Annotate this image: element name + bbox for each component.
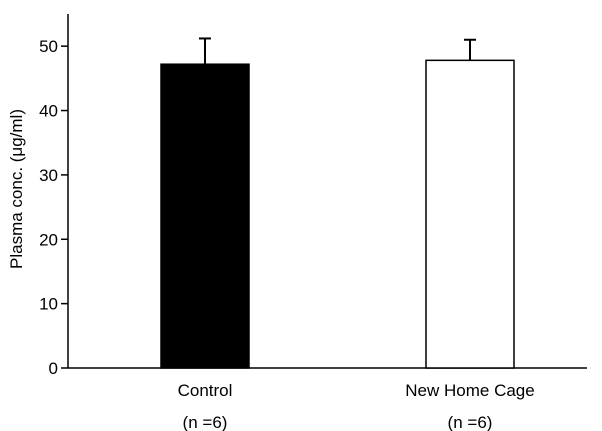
y-tick-label: 40 <box>39 102 58 121</box>
category-label: New Home Cage <box>405 381 534 400</box>
y-tick-label: 20 <box>39 230 58 249</box>
bar <box>425 59 515 369</box>
category-sublabel: (n =6) <box>183 413 228 431</box>
y-tick-label: 50 <box>39 37 58 56</box>
y-tick-label: 10 <box>39 295 58 314</box>
y-tick-label: 0 <box>49 359 58 378</box>
category-label: Control <box>178 381 233 400</box>
y-axis-title: Plasma conc. (μg/ml) <box>7 109 26 269</box>
bar <box>160 63 250 369</box>
y-tick-label: 30 <box>39 166 58 185</box>
category-sublabel: (n =6) <box>448 413 493 431</box>
